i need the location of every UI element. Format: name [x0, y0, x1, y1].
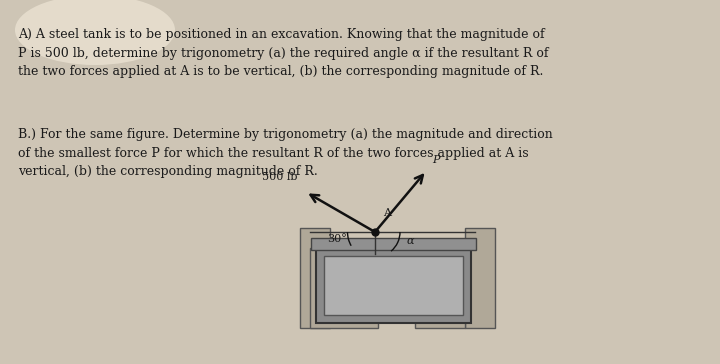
Bar	[300, 228, 330, 328]
Bar	[310, 248, 378, 328]
Bar	[324, 256, 463, 315]
Bar	[311, 238, 476, 250]
Bar	[415, 248, 465, 328]
Text: A: A	[383, 208, 391, 218]
Text: 30°: 30°	[327, 234, 347, 244]
Ellipse shape	[15, 0, 175, 65]
Text: B.) For the same figure. Determine by trigonometry (a) the magnitude and directi: B.) For the same figure. Determine by tr…	[18, 128, 553, 178]
Bar	[316, 248, 471, 323]
Bar	[465, 228, 495, 328]
Text: A) A steel tank is to be positioned in an excavation. Knowing that the magnitude: A) A steel tank is to be positioned in a…	[18, 28, 549, 78]
Text: P: P	[433, 155, 440, 165]
Text: α: α	[407, 236, 415, 246]
Text: 500 lb: 500 lb	[262, 172, 297, 182]
